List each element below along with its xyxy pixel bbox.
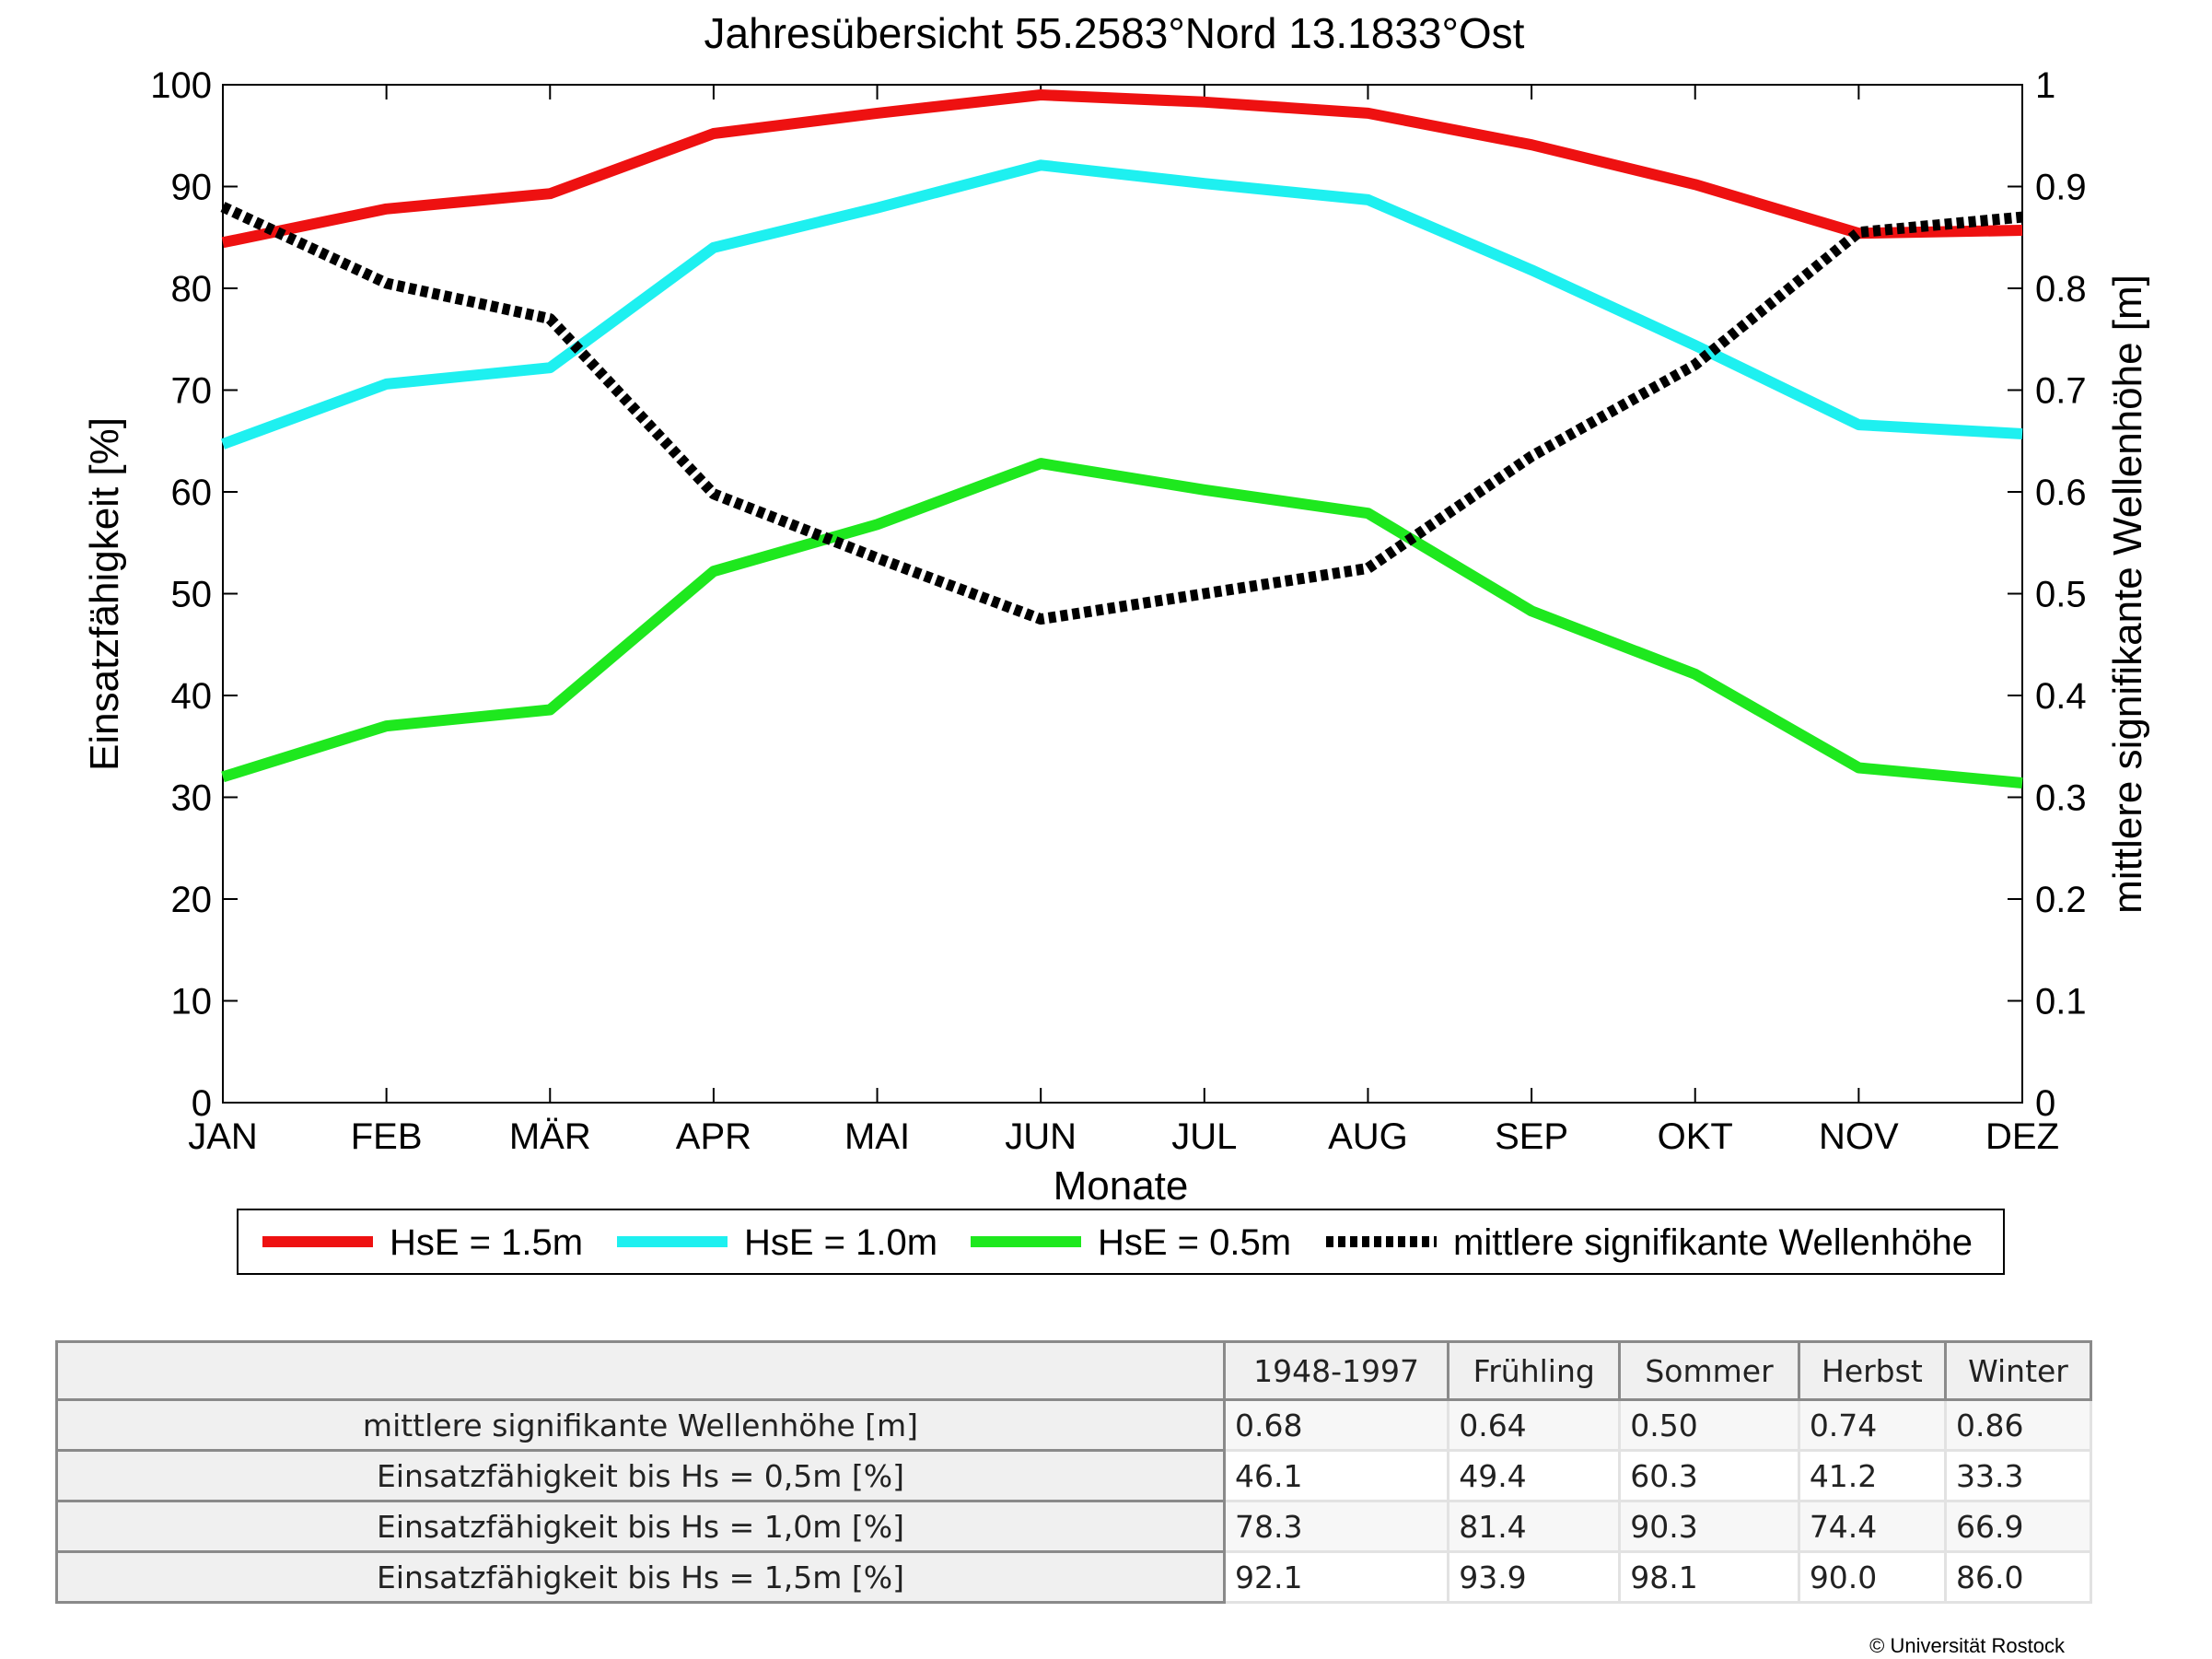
chart-title: Jahresübersicht 55.2583°Nord 13.1833°Ost [704,9,1525,57]
y-tick-label: 0 [192,1083,212,1124]
table-cell: 0.68 [1222,1398,1450,1452]
x-tick-label: MÄR [509,1116,591,1157]
table-cell: 66.9 [1943,1500,2093,1553]
table-cell: 81.4 [1447,1500,1622,1553]
table-cell: 60.3 [1618,1449,1800,1502]
x-axis-label: Monate [1054,1163,1189,1209]
y2-tick-label: 0.1 [2035,982,2087,1022]
y2-tick-label: 0 [2035,1083,2055,1124]
series-line [221,458,2023,789]
y-tick-label: 100 [150,65,212,106]
y-tick-label: 40 [171,676,213,717]
y-tick-label: 60 [171,473,213,513]
y2-tick-label: 1 [2035,65,2055,106]
legend-label: HsE = 0.5m [1098,1222,1291,1263]
table-cell: 78.3 [1222,1500,1450,1553]
statistics-table-container: 1948-1997 Frühling Sommer Herbst Winter … [55,1340,2093,1604]
column-header: Frühling [1447,1340,1622,1401]
table-header-row: 1948-1997 Frühling Sommer Herbst Winter [55,1340,2093,1401]
row-label: Einsatzfähigkeit bis Hs = 1,0m [%] [55,1500,1226,1553]
x-tick-label: NOV [1819,1116,1899,1157]
table-row: mittlere signifikante Wellenhöhe [m] 0.6… [55,1398,2093,1452]
series-line [220,202,2023,625]
table-row: Einsatzfähigkeit bis Hs = 1,0m [%] 78.3 … [55,1500,2093,1553]
legend-box [237,1209,2005,1275]
row-label: Einsatzfähigkeit bis Hs = 0,5m [%] [55,1449,1226,1502]
table-cell: 49.4 [1447,1449,1622,1502]
table-cell: 90.0 [1797,1550,1947,1604]
table-corner-cell [55,1340,1226,1401]
column-header: Herbst [1797,1340,1947,1401]
x-tick-label: DEZ [1985,1116,2059,1157]
y-tick-label: 30 [171,778,213,819]
table-cell: 98.1 [1618,1550,1800,1604]
y-tick-label: 50 [171,575,213,615]
table-cell: 86.0 [1943,1550,2093,1604]
legend-label: HsE = 1.0m [744,1222,937,1263]
y2-tick-label: 0.9 [2035,168,2087,208]
column-header: Winter [1943,1340,2093,1401]
table-cell: 33.3 [1943,1449,2093,1502]
x-tick-label: OKT [1658,1116,1733,1157]
table-cell: 0.50 [1618,1398,1800,1452]
y-tick-label: 80 [171,269,213,310]
table-cell: 0.64 [1447,1398,1622,1452]
y-axis-label: Einsatzfähigkeit [%] [82,417,127,771]
legend-label: mittlere signifikante Wellenhöhe [1453,1222,1973,1263]
row-label: mittlere signifikante Wellenhöhe [m] [55,1398,1226,1452]
x-tick-label: SEP [1495,1116,1568,1157]
series-line [221,89,2023,249]
column-header: 1948-1997 [1222,1340,1450,1401]
table-cell: 92.1 [1222,1550,1450,1604]
series-line [220,159,2023,450]
table-cell: 0.74 [1797,1398,1947,1452]
legend-label: HsE = 1.5m [390,1222,583,1263]
statistics-table: 1948-1997 Frühling Sommer Herbst Winter … [55,1340,2093,1604]
table-cell: 41.2 [1797,1449,1947,1502]
y-tick-label: 70 [171,371,213,412]
column-header: Sommer [1618,1340,1800,1401]
plot-area-frame [222,84,2023,1104]
y2-tick-label: 0.2 [2035,880,2087,920]
x-tick-label: FEB [351,1116,423,1157]
table-cell: 0.86 [1943,1398,2093,1452]
copyright-notice: © Universität Rostock [1869,1634,2065,1657]
y-tick-label: 20 [171,880,213,920]
table-cell: 90.3 [1618,1500,1800,1553]
y2-tick-label: 0.6 [2035,473,2087,513]
x-tick-label: AUG [1328,1116,1408,1157]
y2-tick-label: 0.5 [2035,575,2087,615]
y-tick-label: 90 [171,168,213,208]
y2-tick-label: 0.4 [2035,676,2087,717]
y2-tick-label: 0.8 [2035,269,2087,310]
row-label: Einsatzfähigkeit bis Hs = 1,5m [%] [55,1550,1226,1604]
y-tick-label: 10 [171,982,213,1022]
x-tick-label: JAN [188,1116,258,1157]
table-cell: 74.4 [1797,1500,1947,1553]
y2-tick-label: 0.7 [2035,371,2087,412]
table-row: Einsatzfähigkeit bis Hs = 1,5m [%] 92.1 … [55,1550,2093,1604]
table-cell: 93.9 [1447,1550,1622,1604]
table-row: Einsatzfähigkeit bis Hs = 0,5m [%] 46.1 … [55,1449,2093,1502]
x-tick-label: MAI [844,1116,910,1157]
y2-axis-label: mittlere signifikante Wellenhöhe [m] [2105,275,2150,914]
x-tick-label: JUL [1171,1116,1237,1157]
table-cell: 46.1 [1222,1449,1450,1502]
x-tick-label: JUN [1005,1116,1077,1157]
x-tick-label: APR [676,1116,751,1157]
chart: Jahresübersicht 55.2583°Nord 13.1833°Ost… [82,9,2150,1275]
y2-tick-label: 0.3 [2035,778,2087,819]
